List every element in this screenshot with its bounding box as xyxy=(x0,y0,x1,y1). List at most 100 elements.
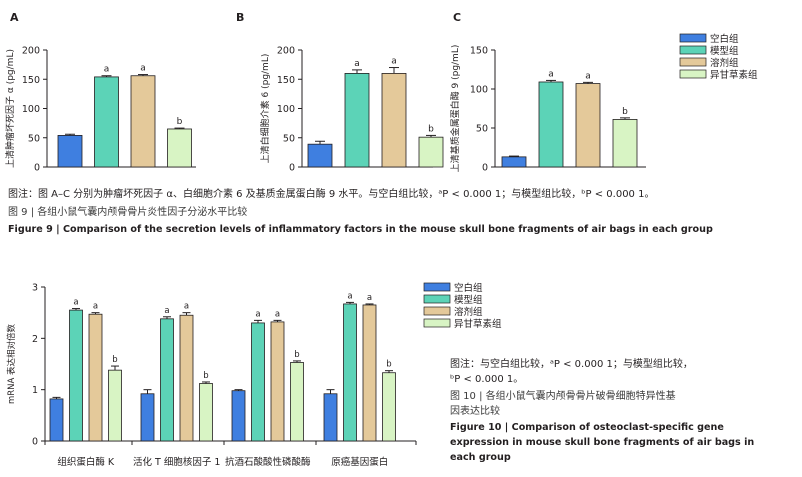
fig10-bar xyxy=(343,303,357,442)
fig9-note: 图注：图 A–C 分别为肿瘤坏死因子 α、白细胞介素 6 及基质金属蛋白酶 9 … xyxy=(8,189,655,200)
panel-c-bar xyxy=(538,81,564,168)
fig9-legend-label: 溶剂组 xyxy=(710,57,739,69)
fig10-bar xyxy=(49,398,64,442)
fig10-bar xyxy=(108,369,122,442)
fig10-legend-swatch xyxy=(423,318,451,328)
fig9-legend-swatch xyxy=(679,69,707,79)
fig10-sig-label: a xyxy=(367,293,372,303)
fig9-legend-swatch xyxy=(679,57,707,67)
panel-a-bar xyxy=(167,128,192,168)
fig10-bar xyxy=(362,304,377,442)
panel-c-bar xyxy=(501,156,527,168)
panel-b-bar xyxy=(381,73,407,168)
fig10-legend-label: 异甘草素组 xyxy=(454,318,502,330)
panel-b-y-axis-label: 上清白细胞介素 6 (pg/mL) xyxy=(259,54,271,164)
fig10-category-label: 活化 T 细胞核因子 1 xyxy=(133,456,220,468)
fig10-bar xyxy=(251,322,265,442)
panel-a-bar xyxy=(94,76,119,168)
panel-b-y-tick-label: 0 xyxy=(289,163,295,174)
panel-b-bar xyxy=(344,73,370,168)
panel-b-sig-label: a xyxy=(391,57,397,67)
panel-b-bar xyxy=(418,136,444,168)
fig9-legend-swatch xyxy=(679,33,707,43)
panel-a-y-tick-label: 0 xyxy=(34,163,40,174)
panel-c-sig-label: b xyxy=(622,107,628,117)
fig10-bar xyxy=(323,393,338,442)
panel-c-sig-label: a xyxy=(548,69,554,79)
fig10-bar xyxy=(199,383,213,442)
fig10-sig-label: b xyxy=(203,371,208,381)
panel-b-y-tick-label: 100 xyxy=(277,104,295,115)
fig10-sig-label: a xyxy=(275,309,280,319)
fig9-legend-label: 空白组 xyxy=(710,33,739,45)
fig10-y-tick-label: 1 xyxy=(32,385,38,396)
panel-a-sig-label: a xyxy=(140,64,146,74)
fig10-sig-label: a xyxy=(93,302,98,312)
fig10-title-en-line2: expression in mouse skull bone fragments… xyxy=(450,437,755,448)
fig10-bar xyxy=(290,362,304,442)
fig10-sig-label: a xyxy=(184,302,189,312)
panel-c-y-tick-label: 100 xyxy=(470,85,488,96)
fig10-legend-label: 空白组 xyxy=(454,282,483,294)
panel-c-label: C xyxy=(453,11,461,24)
panel-b-y-tick-label: 150 xyxy=(277,75,295,86)
panel-c-y-tick-label: 50 xyxy=(476,124,488,135)
panel-c-sig-label: a xyxy=(585,71,591,81)
fig10-y-axis-label: mRNA 表达相对倍数 xyxy=(6,323,17,404)
panel-b-sig-label: b xyxy=(428,124,434,134)
fig9-legend-label: 异甘草素组 xyxy=(710,69,758,81)
fig10-y-tick-label: 3 xyxy=(32,283,38,294)
fig10-bar xyxy=(160,318,174,442)
panel-b-sig-label: a xyxy=(354,59,360,69)
fig10-note-line2: ᵇP < 0.000 1。 xyxy=(450,374,524,385)
fig9-title-en: Figure 9 | Comparison of the secretion l… xyxy=(8,224,713,235)
fig10-bar xyxy=(179,314,194,442)
fig10-sig-label: b xyxy=(386,360,391,370)
fig10-bar xyxy=(382,372,396,442)
fig10-bar xyxy=(270,321,285,442)
panel-a-y-tick-label: 100 xyxy=(22,104,40,115)
fig10-legend-swatch xyxy=(423,282,451,292)
panel-b-label: B xyxy=(236,11,244,24)
panel-a-y-axis-label: 上清肿瘤坏死因子 α (pg/mL) xyxy=(4,49,16,168)
panel-a-y-tick-label: 150 xyxy=(22,75,40,86)
panel-c-y-tick-label: 0 xyxy=(482,163,488,174)
fig10-title-cn-line2: 因表达比较 xyxy=(450,406,500,417)
fig9-legend-swatch xyxy=(679,45,707,55)
fig10-category-label: 原癌基因蛋白 xyxy=(331,456,388,468)
panel-a-y-tick-label: 50 xyxy=(28,133,40,144)
fig10-legend-label: 模型组 xyxy=(454,294,483,306)
fig10-sig-label: a xyxy=(73,298,78,308)
fig10-note-line1: 图注：与空白组比较，ᵃP < 0.000 1；与模型组比较， xyxy=(450,359,693,370)
fig10-y-tick-label: 2 xyxy=(32,334,38,345)
fig10-sig-label: a xyxy=(347,291,352,301)
fig9-title-cn: 图 9 | 各组小鼠气囊内颅骨骨片炎性因子分泌水平比较 xyxy=(8,207,248,218)
fig10-title-cn-line1: 图 10 | 各组小鼠气囊内颅骨骨片破骨细胞特异性基 xyxy=(450,391,676,402)
panel-a-sig-label: b xyxy=(177,117,183,127)
panel-c-bar xyxy=(575,83,601,168)
fig10-sig-label: a xyxy=(164,306,169,316)
fig10-bar xyxy=(69,309,83,442)
fig10-bar xyxy=(88,313,103,442)
fig9-legend-label: 模型组 xyxy=(710,45,739,57)
fig10-y-tick-label: 0 xyxy=(32,437,38,448)
fig10-category-label: 组织蛋白酶 K xyxy=(57,456,115,468)
fig10-category-label: 抗酒石酸酸性磷酸酶 xyxy=(225,456,311,468)
fig10-title-en-line1: Figure 10 | Comparison of osteoclast-spe… xyxy=(450,422,724,433)
panel-c-y-tick-label: 150 xyxy=(470,46,488,57)
fig10-bar xyxy=(231,390,246,442)
panel-a-sig-label: a xyxy=(104,65,110,75)
panel-c-bar xyxy=(612,119,638,168)
fig10-title-en-line3: each group xyxy=(450,452,511,463)
fig10-legend-swatch xyxy=(423,306,451,316)
fig10-bar xyxy=(140,393,155,442)
panel-c-y-axis-label: 上清基质金属蛋白酶 9 (pg/mL) xyxy=(449,45,461,173)
fig10-sig-label: b xyxy=(112,355,117,365)
panel-a-bar xyxy=(57,135,83,168)
fig10-legend-swatch xyxy=(423,294,451,304)
panel-b-y-tick-label: 50 xyxy=(283,133,295,144)
panel-b-y-tick-label: 200 xyxy=(277,46,295,57)
panel-b-bar xyxy=(307,143,333,168)
fig10-sig-label: a xyxy=(255,309,260,319)
